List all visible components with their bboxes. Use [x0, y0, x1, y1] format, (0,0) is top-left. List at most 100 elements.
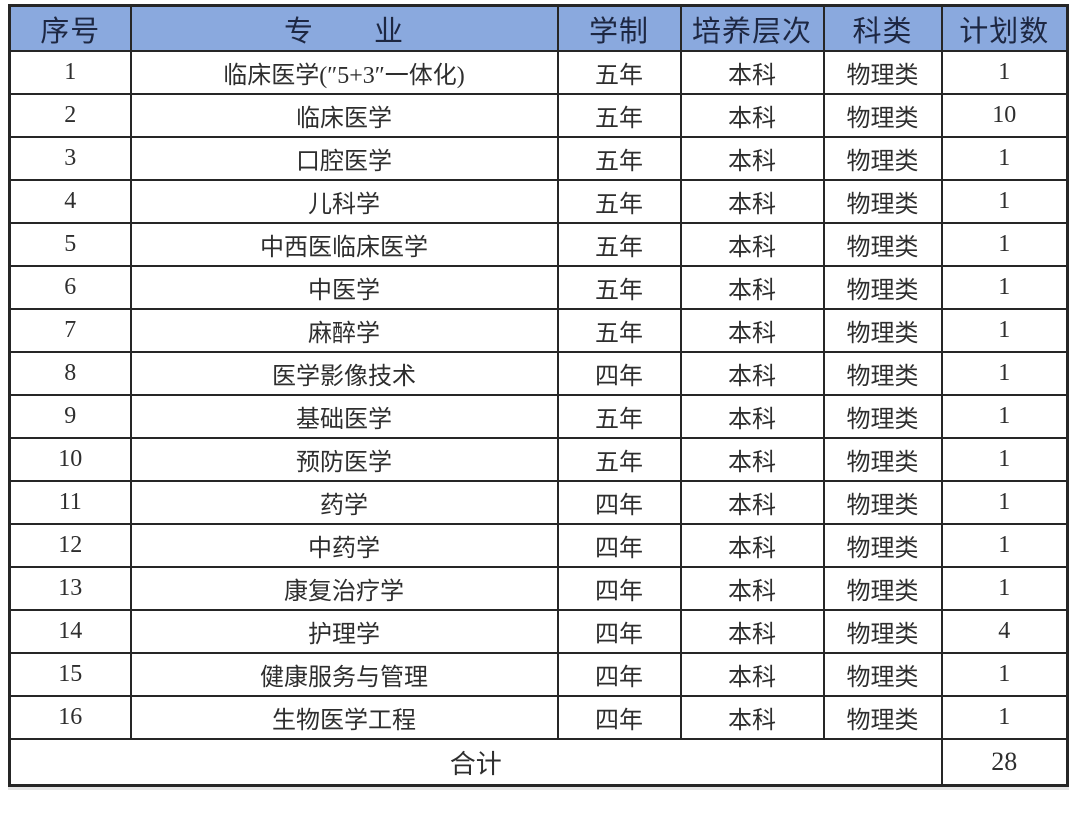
cell-plan: 1 — [940, 652, 1069, 697]
cell-category: 物理类 — [822, 351, 943, 396]
cell-category: 物理类 — [822, 566, 943, 611]
cell-plan: 1 — [940, 480, 1069, 525]
cell-duration: 四年 — [556, 523, 682, 568]
cell-duration: 五年 — [556, 136, 682, 181]
cell-duration: 四年 — [556, 652, 682, 697]
cell-plan: 10 — [940, 93, 1069, 138]
cell-category: 物理类 — [822, 394, 943, 439]
cell-plan: 1 — [940, 523, 1069, 568]
cell-major: 儿科学 — [129, 179, 559, 224]
cell-category: 物理类 — [822, 609, 943, 654]
table-row: 8 医学影像技术 四年 本科 物理类 1 — [8, 351, 1069, 396]
cell-major: 临床医学(″5+3″一体化) — [129, 50, 559, 95]
cell-major: 基础医学 — [129, 394, 559, 439]
cell-plan: 1 — [940, 179, 1069, 224]
cell-level: 本科 — [679, 351, 825, 396]
enrollment-plan-table: 序号专 业学制 培养层次 科类 计划数 1 临床医学(″5+3″一体化) 五年 本科 物理类 1… — [8, 4, 1069, 787]
cell-duration: 四年 — [556, 480, 682, 525]
column-header-plan: 计划数 — [940, 4, 1069, 52]
cell-major: 医学影像技术 — [129, 351, 559, 396]
table-row: 4 儿科学 五年 本科 物理类 1 — [8, 179, 1069, 224]
cell-category: 物理类 — [822, 222, 943, 267]
cell-index: 9 — [8, 394, 132, 439]
cell-index: 11 — [8, 480, 132, 525]
cell-plan: 1 — [940, 437, 1069, 482]
column-header-category: 科类 — [822, 4, 943, 52]
cell-major: 药学 — [129, 480, 559, 525]
cell-plan: 1 — [940, 566, 1069, 611]
cell-level: 本科 — [679, 609, 825, 654]
cell-plan: 1 — [940, 222, 1069, 267]
table-row: 14 护理学 四年 本科 物理类 4 — [8, 609, 1069, 654]
cell-duration: 五年 — [556, 265, 682, 310]
table-row: 13 康复治疗学 四年 本科 物理类 1 — [8, 566, 1069, 611]
table-row: 11 药学 四年 本科 物理类 1 — [8, 480, 1069, 525]
cell-level: 本科 — [679, 93, 825, 138]
cell-duration: 五年 — [556, 93, 682, 138]
column-header-level: 培养层次 — [679, 4, 825, 52]
cell-level: 本科 — [679, 50, 825, 95]
cell-category: 物理类 — [822, 308, 943, 353]
header-row: 序号专 业学制 培养层次 科类 计划数 — [8, 4, 1069, 52]
table-row: 12 中药学 四年 本科 物理类 1 — [8, 523, 1069, 568]
total-value: 28 — [940, 738, 1069, 787]
total-row: 合计 28 — [8, 738, 1069, 787]
cell-index: 13 — [8, 566, 132, 611]
cell-index: 15 — [8, 652, 132, 697]
cell-category: 物理类 — [822, 523, 943, 568]
cell-duration: 五年 — [556, 179, 682, 224]
cell-level: 本科 — [679, 695, 825, 740]
table-row: 15 健康服务与管理 四年 本科 物理类 1 — [8, 652, 1069, 697]
cell-level: 本科 — [679, 437, 825, 482]
cell-major: 护理学 — [129, 609, 559, 654]
cell-category: 物理类 — [822, 93, 943, 138]
cell-index: 8 — [8, 351, 132, 396]
cell-plan: 1 — [940, 308, 1069, 353]
cell-duration: 四年 — [556, 609, 682, 654]
cell-duration: 五年 — [556, 394, 682, 439]
column-header-duration: 学制 — [556, 4, 682, 52]
cell-duration: 五年 — [556, 50, 682, 95]
cell-index: 4 — [8, 179, 132, 224]
cell-level: 本科 — [679, 222, 825, 267]
cell-major: 康复治疗学 — [129, 566, 559, 611]
cell-level: 本科 — [679, 179, 825, 224]
cell-major: 中西医临床医学 — [129, 222, 559, 267]
cell-index: 14 — [8, 609, 132, 654]
cell-major: 预防医学 — [129, 437, 559, 482]
cell-index: 1 — [8, 50, 132, 95]
cell-major: 中药学 — [129, 523, 559, 568]
cell-duration: 五年 — [556, 222, 682, 267]
table-row: 9 基础医学 五年 本科 物理类 1 — [8, 394, 1069, 439]
total-label: 合计 — [8, 738, 943, 787]
cell-major: 生物医学工程 — [129, 695, 559, 740]
cell-level: 本科 — [679, 480, 825, 525]
cell-level: 本科 — [679, 308, 825, 353]
cell-plan: 1 — [940, 50, 1069, 95]
cell-plan: 1 — [940, 695, 1069, 740]
cell-category: 物理类 — [822, 695, 943, 740]
cell-index: 7 — [8, 308, 132, 353]
table-row: 1 临床医学(″5+3″一体化) 五年 本科 物理类 1 — [8, 50, 1069, 95]
cell-level: 本科 — [679, 523, 825, 568]
cell-index: 10 — [8, 437, 132, 482]
cell-major: 临床医学 — [129, 93, 559, 138]
cell-index: 6 — [8, 265, 132, 310]
cell-index: 5 — [8, 222, 132, 267]
cell-category: 物理类 — [822, 179, 943, 224]
cell-level: 本科 — [679, 394, 825, 439]
table-row: 7 麻醉学 五年 本科 物理类 1 — [8, 308, 1069, 353]
cell-duration: 四年 — [556, 695, 682, 740]
cell-index: 2 — [8, 93, 132, 138]
cell-plan: 1 — [940, 136, 1069, 181]
cell-index: 3 — [8, 136, 132, 181]
cell-plan: 1 — [940, 394, 1069, 439]
cell-level: 本科 — [679, 566, 825, 611]
cell-category: 物理类 — [822, 480, 943, 525]
cell-duration: 四年 — [556, 351, 682, 396]
cell-level: 本科 — [679, 136, 825, 181]
table-row: 5 中西医临床医学 五年 本科 物理类 1 — [8, 222, 1069, 267]
cell-level: 本科 — [679, 265, 825, 310]
cell-category: 物理类 — [822, 265, 943, 310]
